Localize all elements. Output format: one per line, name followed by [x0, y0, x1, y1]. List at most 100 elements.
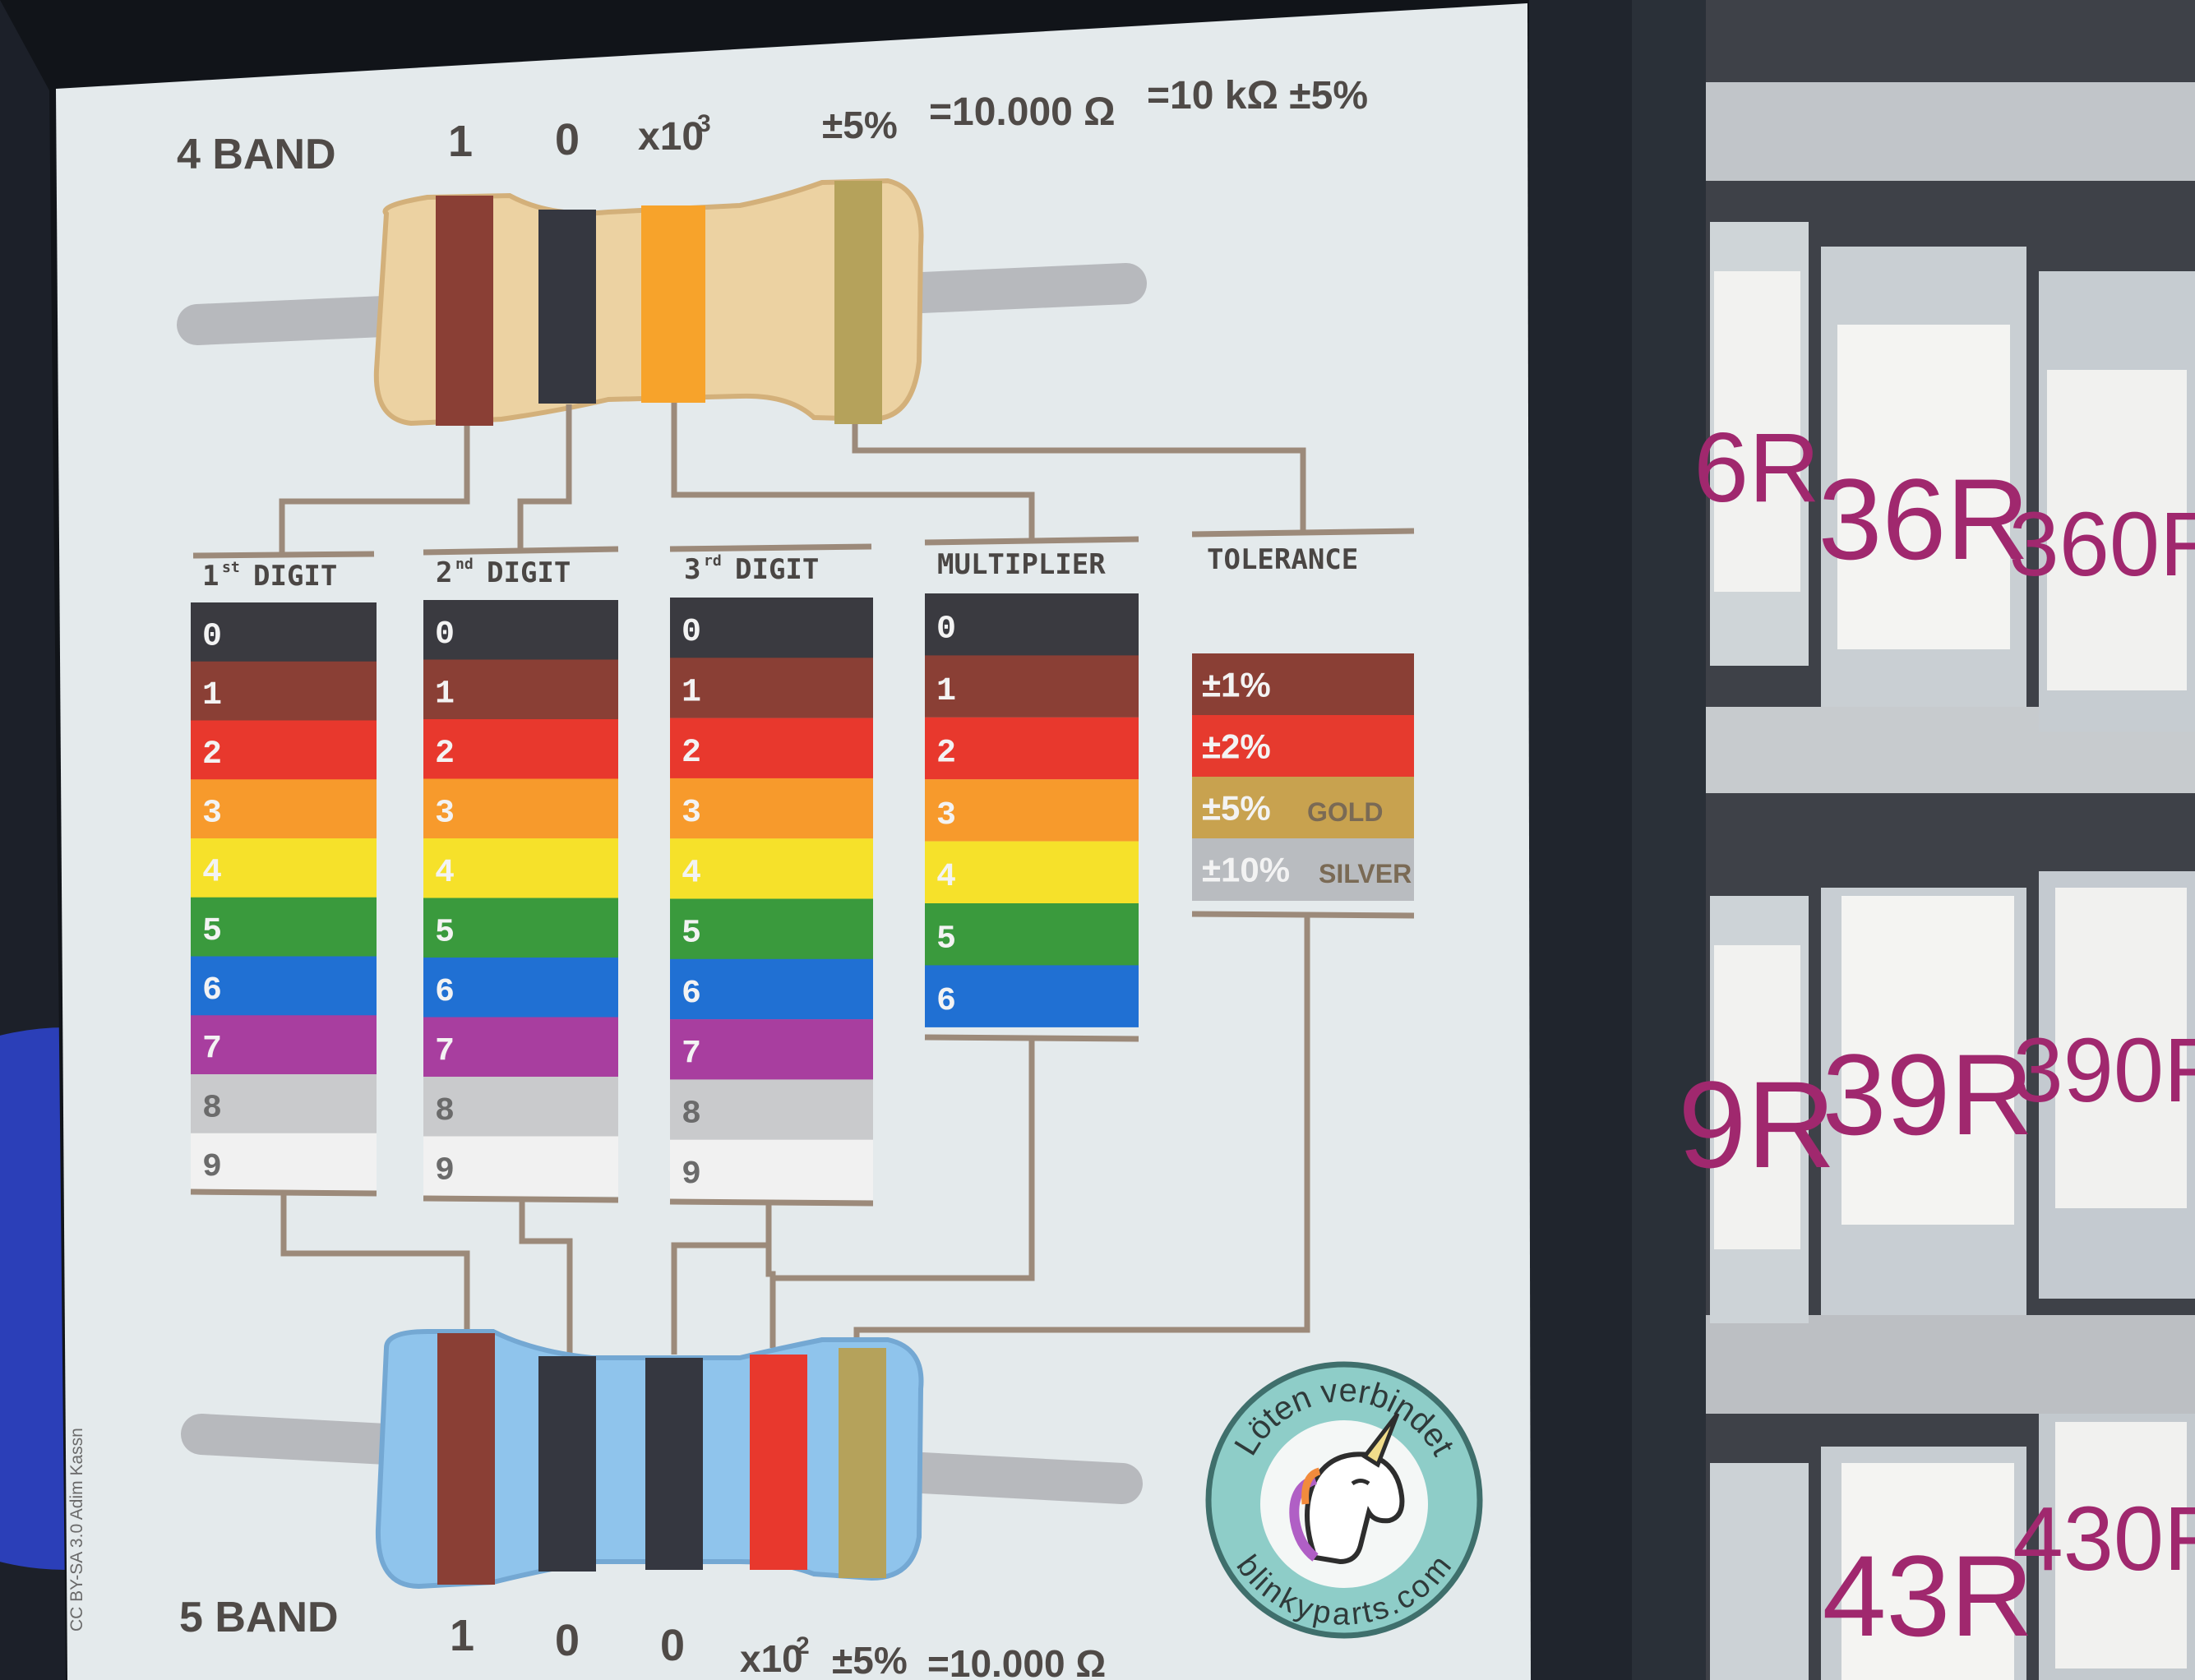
- band-value-label: 1: [936, 673, 956, 710]
- header-digit2-word: DIGIT: [487, 556, 571, 589]
- band-value-label: 1: [202, 677, 222, 714]
- tolerance-value: ±10%: [1202, 851, 1290, 889]
- top-digit2: 0: [555, 115, 580, 164]
- band-value-label: 2: [202, 736, 222, 773]
- color-band-row: [423, 838, 618, 898]
- band-value-label: 7: [682, 1036, 701, 1073]
- tolerance-band-row: [1192, 653, 1414, 716]
- column-header-rules: [192, 528, 1415, 559]
- band-orange: [641, 205, 705, 403]
- color-band-row: [925, 965, 1139, 1027]
- bottom-multiplier-base: x10: [740, 1637, 803, 1680]
- column-headers: 1 st DIGIT 2 nd DIGIT 3 rd DIGIT MULTIPL…: [202, 543, 1358, 593]
- band-value-label: 7: [202, 1032, 222, 1068]
- band-value-label: 7: [435, 1033, 455, 1070]
- band-value-label: 6: [435, 974, 455, 1011]
- header-digit3-sup: rd: [704, 552, 722, 570]
- band-value-label: 6: [202, 972, 222, 1009]
- drawer-label-texts: 6R 36R 360R 9R 39R 390R 43R 430R: [1678, 413, 2195, 1660]
- drawer-label: 9R: [1678, 1055, 1836, 1193]
- band-red: [750, 1355, 807, 1570]
- tolerance-band-row: [1192, 715, 1414, 778]
- color-band-row: [670, 598, 873, 658]
- band-value-label: 0: [682, 614, 701, 651]
- connector-lines-top: [279, 403, 1306, 552]
- blinkyparts-logo: Löten verbindet blinkyparts.com: [1205, 1361, 1483, 1639]
- band-value-label: 8: [202, 1090, 222, 1127]
- top-equals-ohms: =10.000 Ω: [929, 90, 1116, 134]
- band-value-label: 1: [435, 676, 455, 713]
- color-band-row: [925, 593, 1139, 656]
- drawer-label: 36R: [1818, 455, 2030, 584]
- band-value-label: 2: [936, 735, 956, 772]
- band-label-top: 4 BAND: [177, 131, 336, 178]
- tolerance-band-row: [1192, 838, 1414, 901]
- color-band-row: [925, 779, 1139, 842]
- band-value-label: 0: [435, 616, 455, 653]
- color-band-row: [670, 778, 873, 839]
- color-band-row: [670, 898, 873, 959]
- color-band-row: [191, 720, 377, 780]
- band-value-label: 8: [682, 1096, 701, 1133]
- band-gold: [834, 181, 882, 424]
- multiplier-color-table: 0 1 2 3 4 5 6: [925, 593, 1139, 1027]
- color-band-row: [191, 779, 377, 839]
- color-band-row: [423, 1077, 618, 1137]
- digit3-color-table: 0 1 2 3 4 5 6 7 8 9: [670, 598, 873, 1201]
- top-header: 4 BAND 1 0 x10 3 ±5% =10.000 Ω =10 kΩ ±5…: [177, 74, 1368, 178]
- band-value-label: 5: [682, 916, 701, 953]
- band-value-label: 8: [435, 1093, 455, 1130]
- color-band-row: [191, 956, 377, 1016]
- band-value-label: 5: [936, 921, 956, 958]
- band-value-label: 2: [682, 735, 701, 772]
- band-value-label: 9: [435, 1152, 455, 1189]
- bottom-digit1: 1: [450, 1611, 474, 1660]
- header-tolerance: TOLERANCE: [1207, 543, 1358, 576]
- color-band-row: [423, 719, 618, 779]
- band-value-label: 1: [682, 675, 701, 712]
- drawer-label: 6R: [1694, 413, 1819, 523]
- header-multiplier: MULTIPLIER: [937, 548, 1106, 581]
- bottom-tolerance: ±5%: [832, 1639, 908, 1680]
- band-value-label: 3: [682, 795, 701, 832]
- band-value-label: 5: [435, 914, 455, 951]
- color-band-row: [191, 1133, 377, 1193]
- top-multiplier-exp: 3: [697, 110, 711, 137]
- color-band-row: [670, 718, 873, 779]
- band-black: [538, 1356, 596, 1572]
- color-band-row: [191, 838, 377, 898]
- header-digit3-word: DIGIT: [735, 553, 819, 586]
- bottom-header: 5 BAND 1 0 0 x10 2 ±5% =10.000 Ω: [179, 1594, 1106, 1680]
- header-digit3-num: 3: [684, 553, 700, 586]
- band-value-label: 6: [682, 976, 701, 1013]
- band-brown: [437, 1333, 495, 1585]
- color-band-row: [191, 1015, 377, 1075]
- drawer-label-cards: [1714, 271, 2187, 1680]
- band-value-label: 3: [435, 795, 455, 832]
- color-band-row: [191, 602, 377, 662]
- band-value-label: 3: [936, 797, 956, 834]
- band-value-label: 4: [936, 859, 956, 896]
- resistor-4-band: [177, 178, 1147, 427]
- color-band-row: [925, 841, 1139, 904]
- digit1-color-table: 0 1 2 3 4 5 6 7 8 9: [191, 602, 377, 1193]
- top-tolerance: ±5%: [822, 104, 898, 146]
- color-band-row: [191, 661, 377, 722]
- color-band-row: [670, 1139, 873, 1201]
- tolerance-name: SILVER: [1319, 859, 1412, 888]
- tolerance-value: ±5%: [1202, 789, 1271, 828]
- band-gold: [839, 1348, 886, 1578]
- tolerance-band-row: [1192, 777, 1414, 839]
- header-digit2-sup: nd: [455, 556, 474, 573]
- band-label-bottom: 5 BAND: [179, 1594, 339, 1641]
- band-value-label: 4: [435, 855, 455, 892]
- header-digit1-word: DIGIT: [253, 560, 337, 593]
- band-value-label: 5: [202, 913, 222, 950]
- tolerance-value: ±2%: [1202, 727, 1271, 766]
- drawer-label: 430R: [2013, 1488, 2195, 1590]
- drawer-label: 360R: [2009, 494, 2195, 595]
- bottom-digit3: 0: [660, 1621, 685, 1670]
- color-band-row: [670, 1079, 873, 1140]
- table-bottom-rules: [190, 911, 1415, 1207]
